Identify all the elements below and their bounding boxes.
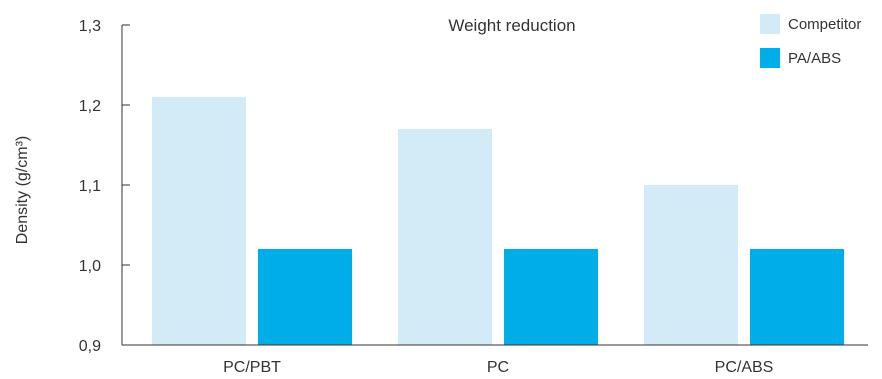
- bars-group: [152, 97, 844, 345]
- legend-swatch-pa-abs: [760, 48, 780, 68]
- y-tick-label: 1,3: [79, 18, 101, 35]
- bar-competitor-pc: [398, 129, 492, 345]
- chart-title: Weight reduction: [448, 16, 575, 35]
- bar-competitor-pc-abs: [644, 185, 738, 345]
- y-tick-label: 1,2: [79, 98, 101, 115]
- legend-label-competitor: Competitor: [788, 16, 861, 33]
- y-tick-label: 0,9: [79, 338, 101, 355]
- y-tick-label: 1,0: [79, 258, 101, 275]
- legend-label-pa-abs: PA/ABS: [788, 50, 841, 67]
- bar-pa-abs-pc: [504, 249, 598, 345]
- bar-pa-abs-pc-abs: [750, 249, 844, 345]
- bar-pa-abs-pc-pbt: [258, 249, 352, 345]
- y-axis-title: Density (g/cm³): [14, 136, 31, 244]
- axes-group: PC/PBT PC PC/ABS 0,9 1,0 1,1 1,2 1,3: [79, 18, 868, 376]
- legend: Competitor PA/ABS: [760, 14, 861, 68]
- x-tick-label: PC/PBT: [223, 359, 281, 376]
- x-tick-label: PC: [487, 359, 509, 376]
- legend-swatch-competitor: [760, 14, 780, 34]
- y-tick-label: 1,1: [79, 178, 101, 195]
- x-tick-label: PC/ABS: [715, 359, 774, 376]
- bar-competitor-pc-pbt: [152, 97, 246, 345]
